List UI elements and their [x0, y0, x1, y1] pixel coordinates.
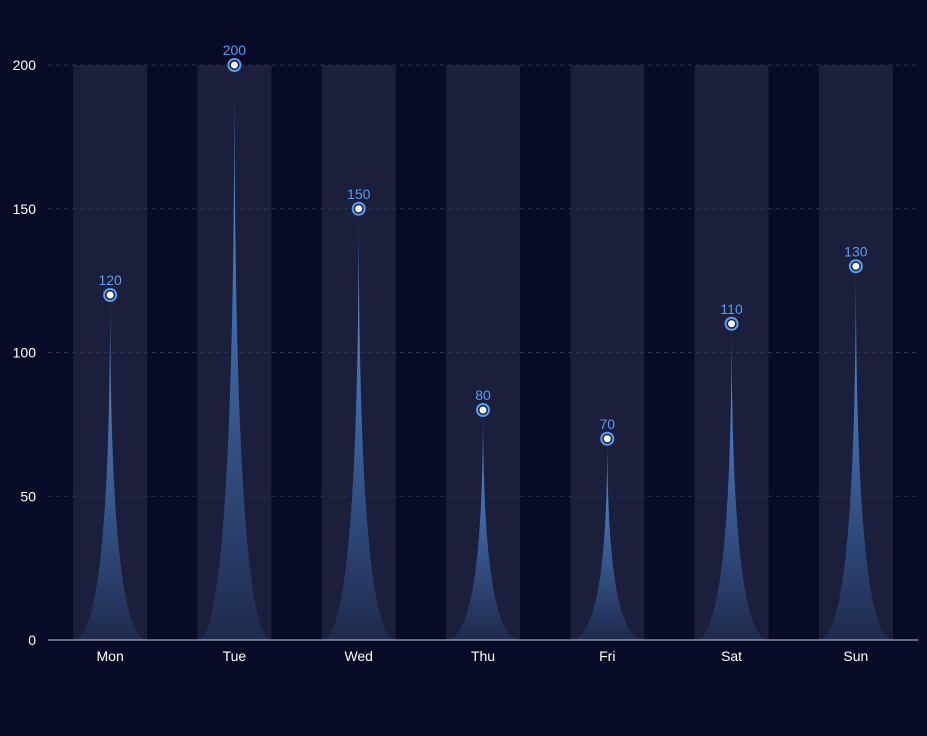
x-tick-label-fri: Fri	[599, 648, 615, 664]
point-dot-thu	[479, 406, 487, 414]
bar-mon	[73, 295, 148, 640]
bar-sat	[694, 323, 769, 640]
data-label-wed: 150	[347, 186, 371, 202]
y-tick-label: 0	[28, 632, 36, 648]
data-label-mon: 120	[98, 272, 122, 288]
point-dot-sun	[852, 262, 860, 270]
data-label-sat: 110	[720, 301, 743, 317]
bar-tue	[197, 65, 272, 640]
point-ring-mon	[103, 288, 118, 302]
x-tick-label-thu: Thu	[471, 648, 495, 664]
x-tick-label-mon: Mon	[97, 648, 124, 664]
point-ring-sat	[724, 316, 739, 331]
point-ring-fri	[600, 431, 615, 446]
bar-thu	[446, 410, 520, 640]
point-ring-sun	[848, 259, 863, 274]
point-dot-sat	[728, 320, 736, 328]
point-dot-mon	[106, 291, 114, 299]
labels: 120 Mon 200 Tue 150 Wed 80 Thu 70 Fri 110 Sat 130 Sun	[97, 42, 869, 664]
data-label-tue: 200	[223, 42, 247, 58]
bar-fri	[570, 438, 645, 640]
data-label-sun: 130	[844, 243, 868, 259]
axes: 0 50 100 150 200	[13, 57, 918, 648]
y-tick-label: 100	[13, 345, 37, 361]
bars	[73, 58, 893, 640]
x-tick-label-sun: Sun	[843, 648, 868, 664]
data-label-fri: 70	[599, 416, 615, 432]
y-tick-label: 200	[13, 57, 37, 73]
point-ring-wed	[351, 201, 366, 216]
x-tick-label-tue: Tue	[223, 648, 247, 664]
point-dot-wed	[355, 205, 363, 213]
y-tick-label: 150	[13, 201, 37, 217]
point-ring-tue	[227, 58, 242, 72]
point-ring-thu	[476, 403, 490, 417]
x-tick-label-sat: Sat	[721, 648, 742, 664]
point-dot-tue	[230, 61, 238, 69]
point-dot-fri	[603, 435, 611, 443]
bar-sun	[818, 266, 893, 640]
bar-wed	[321, 208, 396, 640]
y-tick-label: 50	[20, 488, 36, 504]
data-label-thu: 80	[475, 387, 491, 403]
x-tick-label-wed: Wed	[344, 648, 373, 664]
